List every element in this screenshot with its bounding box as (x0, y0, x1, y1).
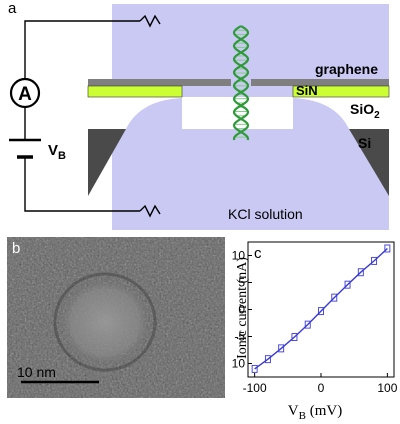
y-tick-label: 0 (238, 303, 245, 317)
iv-curve (254, 247, 388, 370)
sin-layer-left (87, 85, 183, 98)
panel-label-c: c (254, 245, 262, 262)
y-tick-label: -5 (234, 330, 245, 344)
dna-strand-1 (232, 25, 250, 141)
tem-image (7, 237, 225, 398)
x-tick-label: -100 (243, 381, 267, 395)
voltage-label: VB (48, 142, 66, 162)
graphene-layer-right (251, 79, 389, 86)
si-substrate-right (349, 129, 389, 196)
nanopore-rim (53, 272, 157, 372)
si-substrate-left (88, 129, 126, 196)
electrode-bottom (139, 204, 161, 218)
data-point (278, 344, 285, 353)
nanopore-schematic: A VB graphene SiN SiO2 Si KCl solution (9, 4, 390, 230)
x-tick-label: 0 (318, 381, 325, 395)
x-tick-label: 100 (377, 381, 397, 395)
y-tick-label: 5 (238, 276, 245, 290)
electrode-top (139, 14, 161, 28)
series-group (251, 244, 391, 373)
data-point (384, 244, 391, 253)
dna-strand-2 (232, 25, 250, 141)
circuit-wire (24, 20, 140, 79)
data-point (318, 307, 324, 316)
sin-layer-right (292, 85, 390, 98)
iv-chart: -10 -5 0 5 10 -100 0 100 c VB (mV) (232, 241, 398, 422)
x-axis-label: VB (mV) (288, 403, 342, 422)
si-label: Si (358, 135, 371, 151)
data-point (371, 256, 378, 265)
circuit-wire-bottom (24, 157, 140, 212)
sio2-label: SiO2 (350, 101, 380, 121)
y-tick-label: 10 (232, 249, 245, 263)
y-axis: -10 -5 0 5 10 (232, 249, 252, 371)
scale-bar-label: 10 nm (17, 364, 56, 380)
data-point (251, 364, 258, 373)
panel-label-b: b (12, 240, 21, 257)
panel-b: b 10 nm (7, 237, 225, 398)
ammeter-symbol: A (18, 84, 32, 105)
sio2-wall-left (126, 98, 182, 129)
data-point (291, 333, 298, 341)
data-point (344, 280, 351, 289)
data-point (304, 320, 311, 329)
nanopore (59, 278, 151, 366)
graphene-label: graphene (315, 61, 378, 77)
panel-label-a: a (8, 0, 17, 17)
panel-c: -10 -5 0 5 10 -100 0 100 c VB (mV) Ionic curre… (232, 237, 400, 424)
data-point (357, 268, 364, 277)
graphene-layer-left (88, 79, 231, 86)
x-axis: -100 0 100 (243, 373, 398, 395)
y-axis-label: Ionic current (nA) (235, 257, 250, 359)
y-tick-label: -10 (232, 357, 245, 371)
ammeter-icon (9, 77, 41, 109)
panel-a: a A VB graphene SiN (8, 0, 390, 230)
dna-helix-icon (232, 25, 250, 141)
data-point (331, 293, 338, 302)
data-point (264, 355, 271, 364)
sio2-wall-right (293, 98, 349, 129)
sin-label: SiN (296, 83, 318, 98)
kcl-solution-label: KCl solution (228, 206, 303, 222)
